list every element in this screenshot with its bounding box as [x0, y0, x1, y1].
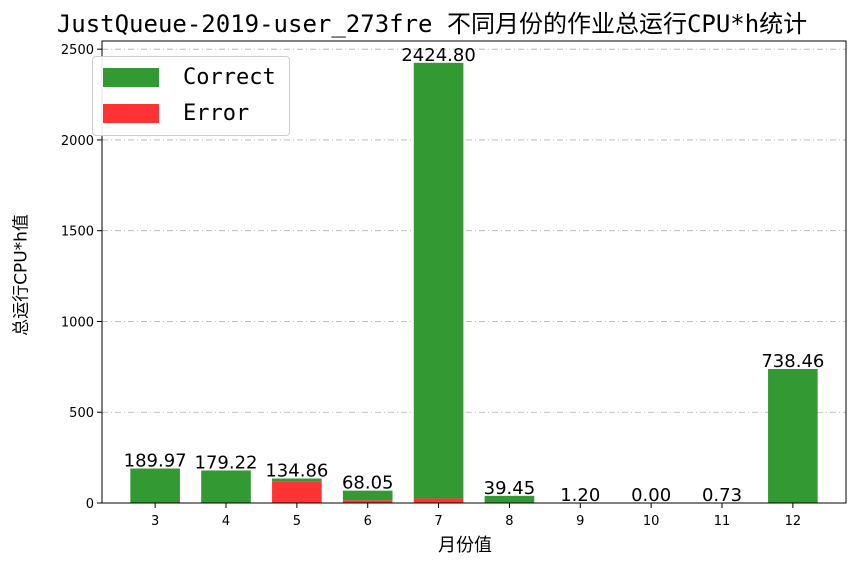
x-tick-label: 12 [785, 514, 802, 529]
x-axis-label: 月份值 [438, 535, 492, 556]
legend-swatch-error [103, 103, 159, 123]
legend: Correct Error [92, 56, 290, 136]
bar-error-6 [342, 500, 393, 503]
bar-correct-6 [342, 490, 393, 501]
bar-correct-7 [413, 62, 464, 499]
plot-frame [101, 40, 847, 504]
legend-label-error: Error [183, 100, 250, 126]
data-label: 1.20 [560, 485, 600, 506]
bar-correct-8 [484, 495, 535, 503]
x-tick-label: 3 [151, 514, 159, 529]
bar-correct-12 [768, 368, 818, 503]
y-tick-label: 1500 [61, 225, 94, 240]
bar-error-5 [272, 481, 322, 503]
data-label: 134.86 [265, 461, 328, 482]
x-tick-label: 5 [293, 514, 301, 529]
x-tick-label: 7 [434, 514, 442, 529]
data-label: 179.22 [195, 452, 258, 473]
bar-correct-5 [272, 478, 322, 482]
y-tick-label: 1000 [61, 315, 94, 330]
data-label: 189.97 [124, 451, 187, 472]
y-tick-label: 0 [86, 497, 94, 512]
y-tick-label: 500 [69, 406, 94, 421]
data-label: 0.00 [631, 485, 671, 506]
x-tick-label: 9 [576, 514, 584, 529]
data-label: 39.45 [484, 478, 536, 499]
bar-correct-3 [130, 468, 180, 503]
y-tick-label: 2500 [61, 43, 94, 58]
x-tick-label: 4 [222, 514, 230, 529]
chart-title: JustQueue-2019-user_273fre 不同月份的作业总运行CPU… [56, 10, 808, 38]
x-tick-label: 10 [643, 514, 660, 529]
x-tick-label: 11 [714, 514, 731, 529]
y-tick-label: 2000 [61, 134, 94, 149]
y-axis-label: 总运行CPU*h值 [11, 214, 32, 336]
data-label: 2424.80 [401, 45, 475, 66]
bar-error-7 [413, 498, 464, 503]
data-label: 68.05 [342, 473, 394, 494]
legend-item-correct: Correct [103, 64, 276, 90]
data-label: 0.73 [702, 485, 742, 506]
x-tick-label: 6 [364, 514, 372, 529]
legend-item-error: Error [103, 100, 249, 126]
x-tick-label: 8 [505, 514, 513, 529]
legend-label-correct: Correct [183, 64, 276, 90]
data-label: 738.46 [761, 351, 824, 372]
legend-swatch-correct [103, 67, 159, 87]
bar-correct-4 [201, 470, 251, 503]
